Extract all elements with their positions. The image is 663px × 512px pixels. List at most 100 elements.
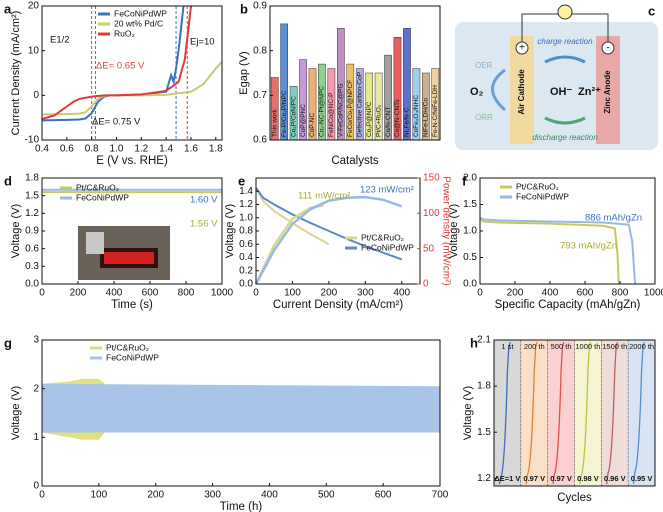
x-tick-label: 1.8 — [209, 144, 223, 155]
category-label: Co@N-CNTs — [394, 99, 401, 137]
bulb — [557, 4, 573, 20]
x-tick-label: 200 — [70, 288, 87, 299]
plot-frame — [269, 5, 441, 141]
y-tick-label: 1.8 — [477, 381, 491, 392]
panel-label: b — [240, 1, 248, 16]
panel-label: a — [4, 1, 12, 16]
category-label: NiFe-LDH/Co — [423, 98, 430, 137]
panel: g 0 1 2 3 0 100 200 300 400 500 600 700 Time (h) Volta… — [4, 335, 449, 512]
legend-label: FeCoNiPdWP — [106, 352, 159, 362]
annotation: 886 mAh/gZn — [585, 213, 642, 224]
x-tick-label: 800 — [612, 288, 629, 299]
y-tick-label: 20 — [28, 1, 40, 12]
delta-label: 0.96 V — [604, 474, 626, 483]
panel: b This work Fe-P/Co₂P/NPC Co₂P/CoN/PC CoP@PN… — [238, 1, 441, 167]
annotation: 1.60 V — [190, 195, 218, 206]
panel-label: h — [470, 335, 478, 350]
panel: d 0.0 0.3 0.6 0.9 1.2 1.5 1.8 0 200 400 600 800 1000 T… — [4, 173, 234, 311]
category-label: Defective Carbon-CoP — [356, 72, 363, 137]
anode-label: Zinc Anode — [603, 70, 612, 114]
oer-orr-arrow — [491, 68, 507, 112]
cathode-label: Air Cathode — [517, 69, 526, 115]
category-label: FeNiCo@NC-P — [328, 92, 335, 137]
y-axis-label: Voltage (V) — [10, 204, 22, 258]
category-label: Fe-N-C/NiFe-LDH — [432, 85, 439, 137]
delta-label: 0.97 V — [523, 474, 545, 483]
x-tick-label: 200 — [147, 490, 164, 501]
cycle-label: 500 th — [551, 342, 572, 351]
x-tick-label: 1.6 — [184, 144, 198, 155]
x-tick-label: 1.0 — [110, 144, 124, 155]
y-tick-label: 0.3 — [25, 261, 39, 272]
plus: + — [519, 43, 525, 54]
charge-arrow — [544, 55, 586, 64]
y-axis-label: Egap (V) — [238, 51, 250, 94]
y-tick-label: 2.0 — [463, 173, 477, 184]
plot-frame — [41, 5, 223, 141]
charge-label: charge reaction — [537, 37, 593, 46]
y-axis-label: Voltage (V) — [462, 386, 474, 440]
x-tick-label: 300 — [357, 288, 374, 299]
series-line — [479, 216, 637, 285]
category-label: Co/N-CNT — [385, 107, 392, 137]
x-tick-label: 400 — [393, 288, 410, 299]
y2-tick-label: 100 — [423, 208, 440, 219]
minus: - — [606, 43, 609, 54]
y-tick-label: 1 — [33, 432, 39, 443]
y-axis-label: Voltage (V) — [448, 204, 460, 258]
cycle-curve — [579, 341, 592, 485]
annotation: 111 mW/cm² — [298, 191, 350, 202]
x-tick-label: 200 — [507, 288, 524, 299]
legend-label: Pt/C&RuO₂ — [106, 342, 149, 352]
cycle-curve — [525, 341, 538, 485]
x-axis-label: E (V vs. RHE) — [96, 155, 168, 167]
y2-tick-label: 0 — [423, 279, 429, 290]
legend-label: FeCoNiPdWP — [516, 191, 569, 201]
diagram: + - OER ORR O₂ OH⁻ Zn²⁺ charge reaction … — [455, 3, 658, 150]
x-axis-label: Specific Capacity (mAh/gZn) — [495, 299, 641, 311]
x-tick-label: 600 — [142, 288, 159, 299]
y-tick-label: 0.8 — [253, 45, 267, 56]
legend-label: RuO₂ — [114, 28, 135, 38]
legend-label: Pt/C&RuO₂ — [76, 182, 119, 192]
x-tick-label: 300 — [204, 490, 221, 501]
y-tick-label: 1.2 — [239, 199, 253, 210]
panel-label: g — [4, 335, 12, 350]
legend-label: FeCoNiPdWP — [361, 242, 414, 252]
x-tick-label: 0.8 — [85, 144, 99, 155]
oh: OH⁻ — [550, 86, 573, 98]
legend-label: Pt/C&RuO₂ — [516, 181, 559, 191]
x-tick-label: 0 — [253, 288, 259, 299]
plot-frame — [493, 339, 656, 487]
minus-terminal — [601, 41, 615, 55]
legend-label: FeCoNiPdWP — [114, 8, 167, 18]
delta-label: 0.98 V — [577, 474, 599, 483]
y-tick-label: 2.1 — [477, 335, 491, 346]
panel: e 0.0 0.2 0.4 0.6 0.8 1.0 1.2 1.4 0 100 200 300 400 0 5… — [224, 173, 451, 311]
oer: OER — [475, 61, 493, 70]
y-tick-label: 0.9 — [25, 226, 39, 237]
category-label: V-FeCoP/NC@PG — [338, 83, 345, 137]
cycle-label: 1500 th — [602, 342, 627, 351]
x-axis-label: Time (h) — [220, 501, 263, 512]
led-text — [104, 252, 154, 264]
y-tick-label: 1.4 — [239, 186, 253, 197]
series-line — [41, 5, 192, 120]
y-tick-label: 0.4 — [239, 252, 253, 263]
y-tick-label: 0.6 — [25, 243, 39, 254]
y-tick-label: 0.6 — [253, 135, 267, 146]
y-tick-label: 0.0 — [25, 279, 39, 290]
x-tick-label: 100 — [91, 490, 108, 501]
series-line — [479, 218, 620, 285]
cycle-label: 200 th — [524, 342, 545, 351]
y-tick-label: 0.7 — [253, 90, 267, 101]
y2-tick-label: 150 — [423, 173, 440, 184]
x-axis-label: Cycles — [557, 492, 592, 504]
y-tick-label: 0.5 — [463, 252, 477, 263]
discharge-label: discharge reaction — [532, 133, 598, 142]
annotation: 1.56 V — [190, 219, 218, 230]
x-tick-label: 100 — [284, 288, 301, 299]
panel-label: f — [462, 173, 467, 188]
plot-frame — [41, 339, 441, 487]
category-label: Co₂-NC-Pt@NPC — [319, 86, 326, 137]
